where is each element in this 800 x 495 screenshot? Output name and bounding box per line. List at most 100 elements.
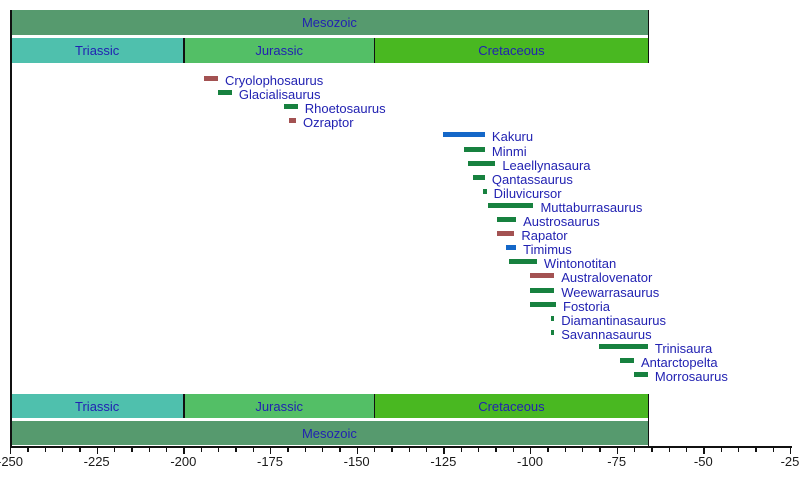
taxon-bar	[204, 76, 218, 81]
axis-minor-tick	[495, 447, 497, 452]
axis-minor-tick	[44, 447, 46, 452]
band-period-cretaceous-bottom: Cretaceous	[375, 394, 648, 418]
taxon-label[interactable]: Diamantinasaurus	[561, 312, 667, 328]
band-era-mesozoic-bottom: Mesozoic	[11, 421, 648, 445]
axis-minor-tick	[339, 447, 341, 452]
axis-minor-tick	[582, 447, 584, 452]
axis-major-tick	[270, 447, 272, 454]
period-cretaceous-label[interactable]: Cretaceous	[478, 43, 545, 58]
band-period-triassic-top: Triassic	[11, 38, 184, 63]
axis-minor-tick	[772, 447, 774, 452]
taxon-label[interactable]: Australovenator	[561, 270, 653, 286]
taxon-label[interactable]: Morrosaurus	[654, 369, 728, 385]
axis-minor-tick	[512, 447, 514, 452]
period-divider	[374, 394, 376, 418]
axis-minor-tick	[79, 447, 81, 452]
taxon-label[interactable]: Glacialisaurus	[238, 87, 321, 103]
axis-tick-label: -225	[83, 454, 110, 469]
axis-minor-tick	[478, 447, 480, 452]
axis-major-tick	[96, 447, 98, 454]
taxon-label[interactable]: Kakuru	[491, 129, 534, 145]
taxon-bar	[443, 132, 485, 138]
axis-major-tick	[616, 447, 618, 454]
axis-major-tick	[443, 447, 445, 454]
taxon-label[interactable]: Weewarrasaurus	[561, 284, 660, 300]
axis-minor-tick	[148, 447, 150, 452]
taxon-label[interactable]: Trinisaura	[654, 340, 713, 356]
axis-major-tick	[530, 447, 532, 454]
taxon-label[interactable]: Rhoetosaurus	[304, 101, 386, 117]
period-jurassic-label[interactable]: Jurassic	[255, 398, 303, 414]
axis-major-tick	[790, 447, 792, 454]
taxon-bar	[497, 231, 515, 237]
era-mesozoic-label[interactable]: Mesozoic	[301, 15, 357, 30]
taxon-bar	[599, 343, 648, 349]
taxon-label[interactable]: Wintonotitan	[543, 256, 617, 272]
axis-tick-label: -200	[170, 454, 197, 469]
band-period-jurassic-bottom: Jurassic	[184, 394, 374, 418]
axis-tick-label: -75	[607, 454, 627, 469]
axis-tick-label: -100	[516, 454, 544, 469]
axis-tick-label: -250	[0, 454, 24, 469]
axis-tick-label: -50	[693, 454, 713, 469]
taxon-bar	[488, 202, 534, 208]
axis-minor-tick	[322, 447, 324, 452]
period-jurassic-label[interactable]: Jurassic	[255, 43, 303, 58]
taxon-label[interactable]: Diluvicursor	[493, 185, 562, 201]
axis-major-tick	[356, 447, 358, 454]
era-mesozoic-label[interactable]: Mesozoic	[301, 425, 357, 441]
taxon-bar	[550, 315, 555, 321]
taxon-label[interactable]: Muttaburrasaurus	[540, 199, 643, 215]
taxon-bar	[509, 259, 537, 265]
taxon-bar	[550, 329, 555, 335]
taxon-label[interactable]: Minmi	[491, 143, 527, 159]
axis-minor-tick	[460, 447, 462, 452]
period-triassic-label[interactable]: Triassic	[75, 398, 120, 414]
axis-minor-tick	[304, 447, 306, 452]
period-divider	[374, 38, 376, 63]
taxon-label[interactable]: Ozraptor	[303, 115, 354, 131]
taxon-bar	[283, 104, 298, 110]
taxon-bar	[497, 217, 517, 222]
axis-minor-tick	[200, 447, 202, 452]
band-period-cretaceous-top: Cretaceous	[375, 38, 648, 63]
period-cretaceous-label[interactable]: Cretaceous	[478, 398, 545, 414]
axis-minor-tick	[651, 447, 653, 452]
axis-minor-tick	[374, 447, 376, 452]
axis-minor-tick	[131, 447, 133, 452]
chart-right-border	[647, 394, 650, 447]
taxon-bar	[472, 174, 485, 180]
taxon-label[interactable]: Savannasaurus	[561, 326, 652, 342]
taxon-label[interactable]: Cryolophosaurus	[225, 73, 324, 88]
taxon-bar	[218, 90, 232, 96]
axis-minor-tick	[287, 447, 289, 452]
taxon-label[interactable]: Antarctopelta	[641, 355, 718, 370]
axis-minor-tick	[634, 447, 636, 452]
period-triassic-label[interactable]: Triassic	[75, 43, 120, 58]
axis-minor-tick	[218, 447, 220, 452]
taxon-bar	[505, 245, 517, 251]
taxon-label[interactable]: Leaellynasaura	[502, 157, 591, 173]
time-axis	[10, 446, 792, 448]
band-period-jurassic-top: Jurassic	[184, 38, 374, 63]
axis-minor-tick	[564, 447, 566, 452]
taxon-label[interactable]: Rapator	[521, 228, 568, 244]
chart-left-border	[10, 10, 12, 447]
taxon-bar	[464, 146, 485, 152]
axis-tick-label: -175	[256, 454, 284, 469]
taxon-label[interactable]: Austrosaurus	[523, 214, 600, 229]
axis-minor-tick	[755, 447, 757, 452]
axis-minor-tick	[252, 447, 254, 452]
taxon-label[interactable]: Fostoria	[563, 298, 610, 314]
axis-minor-tick	[62, 447, 64, 452]
axis-tick-label: -25	[780, 454, 800, 469]
axis-minor-tick	[738, 447, 740, 452]
taxon-bar	[530, 273, 555, 279]
axis-major-tick	[183, 447, 185, 454]
taxon-bar	[289, 118, 296, 124]
chart-right-border	[647, 10, 650, 63]
taxon-label[interactable]: Qantassaurus	[491, 171, 573, 187]
period-divider	[183, 394, 185, 418]
taxon-label[interactable]: Timimus	[523, 242, 572, 258]
